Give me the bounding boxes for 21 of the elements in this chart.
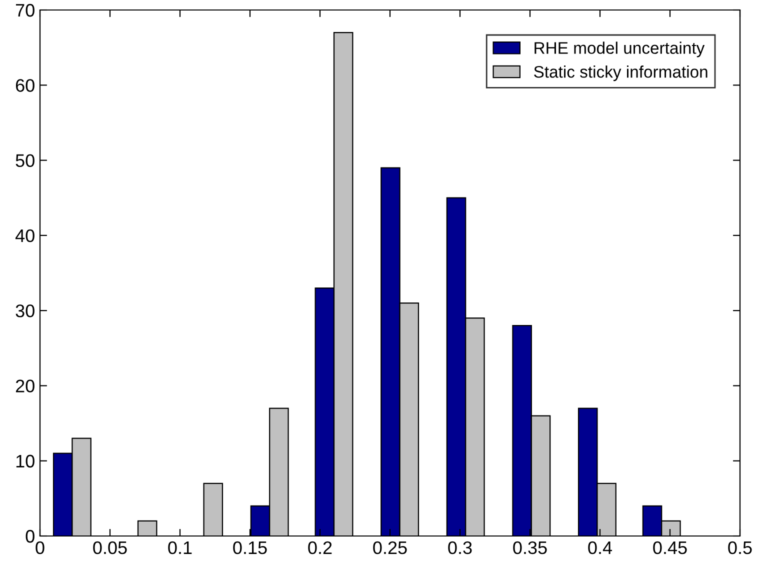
x-tick-label: 0.1: [168, 541, 192, 554]
x-tick-label: 0.2: [308, 541, 332, 554]
x-tick-label: 0.05: [93, 541, 127, 554]
y-tick-label: 40: [15, 229, 34, 242]
x-tick-label: 0: [36, 541, 44, 554]
y-tick-label: 30: [16, 304, 34, 318]
y-tick-label: 20: [16, 380, 34, 392]
x-tick-label: 0.15: [233, 541, 267, 554]
y-tick-label: 0: [26, 530, 34, 543]
x-tick-label: 0.3: [448, 541, 472, 554]
x-tick-label: 0.35: [513, 541, 547, 554]
x-tick-label: 0.4: [588, 541, 612, 554]
x-tick-label: 0.5: [728, 541, 752, 554]
legend-label: RHE model uncertainty: [534, 42, 705, 58]
x-tick-label: 0.45: [653, 541, 687, 554]
y-tick-label: 70: [16, 4, 34, 17]
y-tick-label: 50: [16, 154, 34, 168]
y-tick-label: 60: [16, 79, 34, 92]
x-tick-label: 0.25: [373, 541, 407, 554]
legend-label: Static sticky information: [534, 66, 708, 82]
y-tick-label: 10: [16, 454, 34, 468]
